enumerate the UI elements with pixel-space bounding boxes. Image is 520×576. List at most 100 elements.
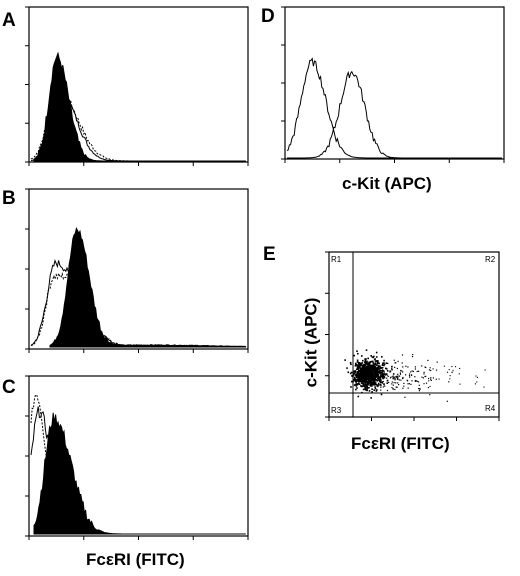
event-dot xyxy=(374,362,377,364)
event-dot xyxy=(368,379,370,382)
event-dot xyxy=(364,360,367,362)
event-dot xyxy=(373,383,376,386)
event-dot xyxy=(382,375,384,377)
event-dot xyxy=(362,383,364,386)
event-dot xyxy=(376,373,379,375)
event-dot xyxy=(376,364,378,366)
event-dot xyxy=(364,363,366,366)
event-dot xyxy=(448,369,450,371)
event-dot xyxy=(371,382,373,384)
event-dot xyxy=(418,384,420,386)
event-dot xyxy=(380,384,382,386)
event-dot xyxy=(372,375,374,378)
event-dot xyxy=(347,371,350,374)
event-dot xyxy=(417,381,420,383)
event-dot xyxy=(377,373,380,375)
event-dot xyxy=(383,372,385,374)
event-dot xyxy=(382,374,384,376)
event-dot xyxy=(370,355,372,357)
d-left-outline xyxy=(286,57,502,159)
d-right-outline xyxy=(287,70,502,159)
event-dot xyxy=(373,373,375,375)
event-dot xyxy=(411,356,414,358)
event-dot xyxy=(391,365,393,368)
event-dot xyxy=(365,368,367,371)
event-dot xyxy=(354,370,357,373)
event-dot xyxy=(418,390,420,392)
event-dot xyxy=(365,371,367,373)
event-dot xyxy=(356,367,359,370)
event-dot xyxy=(364,369,366,371)
event-dot xyxy=(376,374,378,376)
event-dot xyxy=(364,383,367,386)
event-dot xyxy=(394,388,396,391)
event-dot xyxy=(358,365,360,367)
event-dot xyxy=(376,371,379,374)
event-dot xyxy=(368,377,371,380)
event-dot xyxy=(364,386,366,389)
event-dot xyxy=(443,365,445,367)
event-dot xyxy=(357,352,359,355)
event-dot xyxy=(379,381,382,384)
event-dot xyxy=(399,372,401,374)
event-dot xyxy=(357,373,359,375)
event-dot xyxy=(388,381,390,384)
event-dot xyxy=(355,376,358,378)
event-dot xyxy=(383,375,385,378)
event-dot xyxy=(448,381,450,383)
event-dot xyxy=(360,371,363,374)
event-dot xyxy=(359,369,362,372)
event-dot xyxy=(376,389,378,391)
event-dot xyxy=(387,362,389,365)
event-dot xyxy=(382,369,384,371)
event-dot xyxy=(372,381,374,384)
event-dot xyxy=(432,368,434,370)
event-dot xyxy=(365,358,367,360)
event-dot xyxy=(366,386,369,389)
event-dot xyxy=(350,386,352,388)
event-dot xyxy=(375,383,378,386)
event-dot xyxy=(375,371,377,373)
event-dot xyxy=(349,361,352,364)
event-dot xyxy=(427,387,429,389)
event-dot xyxy=(363,364,365,367)
event-dot xyxy=(379,367,382,369)
event-dot xyxy=(410,371,412,373)
event-dot xyxy=(386,377,388,379)
event-dot xyxy=(379,372,381,374)
event-dot xyxy=(361,374,363,376)
event-dot xyxy=(358,377,360,379)
event-dot xyxy=(392,388,394,390)
event-dot xyxy=(396,386,398,388)
event-dot xyxy=(361,355,363,357)
event-dot xyxy=(362,388,365,391)
event-dot xyxy=(372,384,374,386)
x-axis-label-e: FcεRI (FITC) xyxy=(351,434,450,453)
event-dot xyxy=(361,371,364,374)
event-dot xyxy=(384,373,386,375)
event-dot xyxy=(419,388,421,390)
event-dot xyxy=(421,376,423,378)
event-dot xyxy=(376,375,379,378)
event-dot xyxy=(362,371,365,373)
event-dot xyxy=(449,378,451,380)
event-dot xyxy=(358,376,360,378)
event-dot xyxy=(359,364,362,367)
event-dot xyxy=(405,374,407,376)
event-dot xyxy=(421,365,423,367)
event-dot xyxy=(360,377,363,379)
event-dot xyxy=(371,385,373,387)
event-dot xyxy=(365,374,368,376)
event-dot xyxy=(373,368,376,370)
event-dot xyxy=(346,367,348,369)
event-dot xyxy=(376,366,378,369)
event-dot xyxy=(383,384,385,386)
event-dot xyxy=(368,381,371,383)
event-dot xyxy=(451,366,453,368)
event-dot xyxy=(374,372,376,374)
event-dot xyxy=(354,376,356,379)
event-dot xyxy=(366,371,368,374)
event-dot xyxy=(382,382,384,384)
event-dot xyxy=(429,394,431,396)
event-dot xyxy=(365,366,368,368)
